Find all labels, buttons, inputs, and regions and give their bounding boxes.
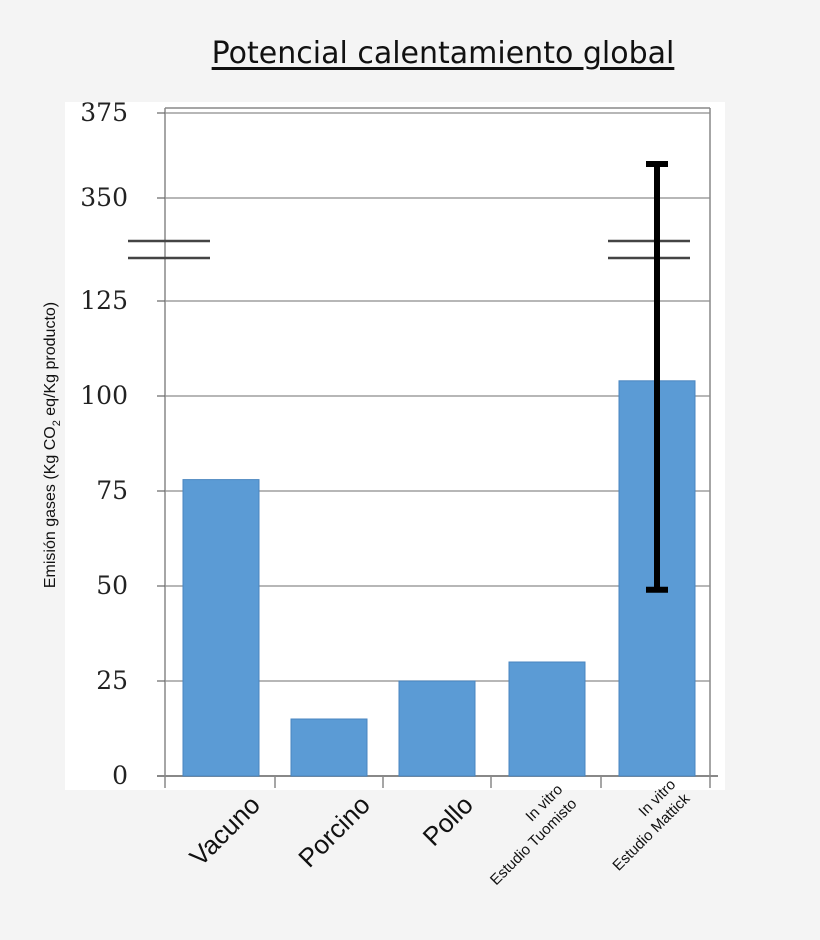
category-label: Pollo [417, 790, 479, 852]
axis-breaks [128, 239, 690, 260]
y-tick-label: 25 [96, 666, 128, 695]
y-tick-label: 75 [96, 476, 128, 505]
y-tick-labels: 0 25 50 75 100 125 350 375 [80, 98, 128, 790]
y-axis-label-part: Emisión gases (Kg CO [42, 426, 59, 588]
chart-title: Potencial calentamiento global [211, 36, 675, 71]
bar [182, 479, 260, 777]
y-axis-label-part: eq/Kg producto) [42, 302, 59, 420]
category-label: Porcino [292, 790, 376, 874]
category-label: Vacuno [184, 790, 266, 872]
y-axis-label-subscript: 2 [51, 420, 63, 426]
error-bar [646, 161, 668, 593]
y-tick-label: 50 [96, 571, 128, 600]
y-axis-label: Emisión gases (Kg CO2 eq/Kg producto) [42, 302, 63, 588]
plot-area-background [65, 102, 725, 790]
bar [398, 680, 476, 777]
category-label-line: Pollo [417, 790, 479, 852]
y-tick-label: 125 [80, 286, 128, 315]
y-tick-label: 350 [80, 183, 128, 212]
category-label-line: Vacuno [184, 790, 266, 872]
y-tick-label: 375 [80, 98, 128, 127]
y-tick-label: 0 [112, 761, 128, 790]
category-label-line: Porcino [292, 790, 376, 874]
y-tick-label: 100 [80, 381, 128, 410]
bar [508, 661, 586, 777]
bar [290, 718, 368, 777]
